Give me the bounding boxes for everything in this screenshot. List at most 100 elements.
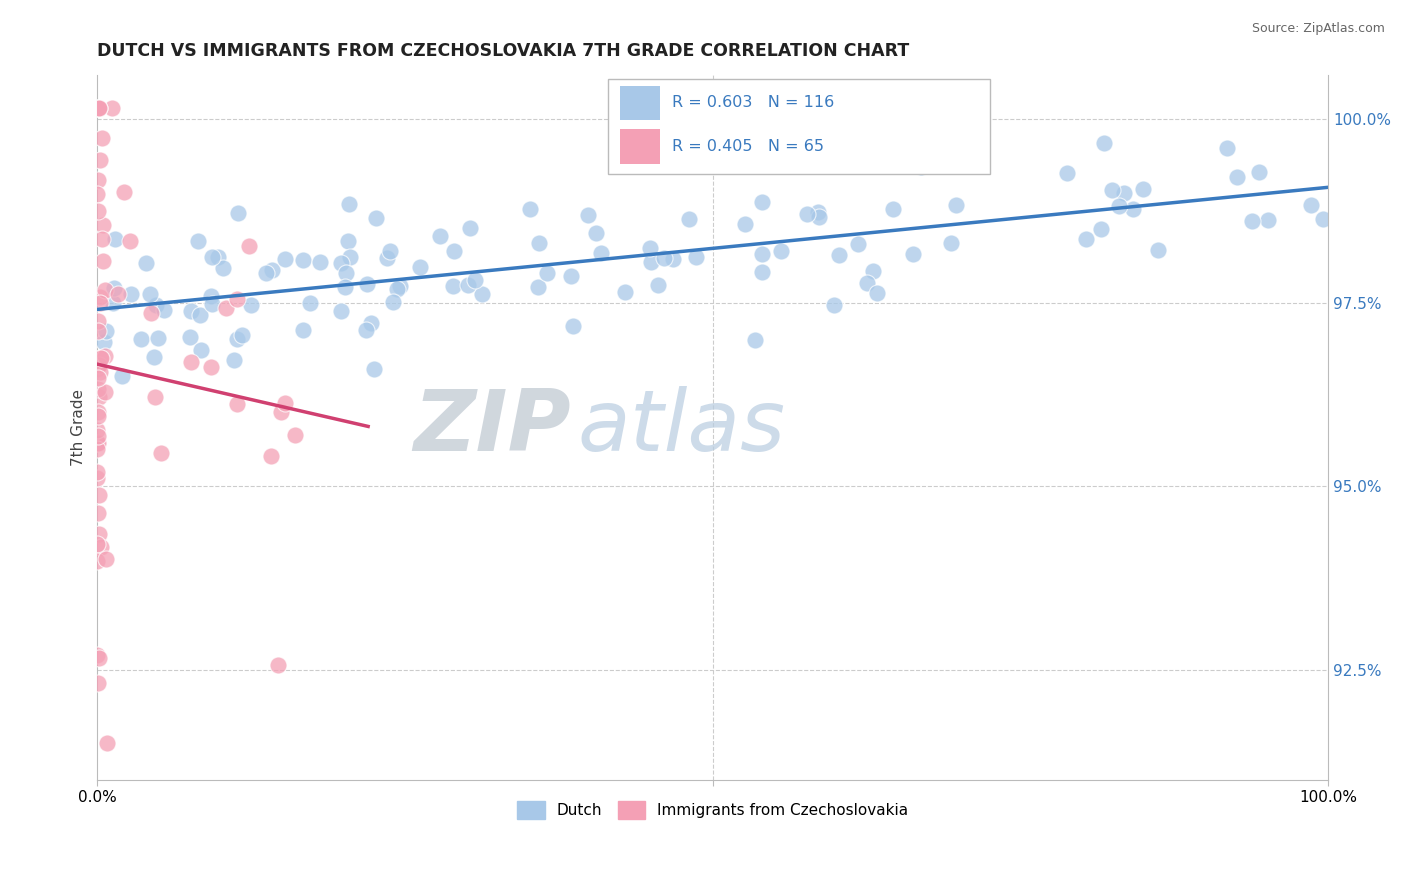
Point — [274, 396, 297, 410]
Point — [207, 250, 229, 264]
Point — [152, 303, 174, 318]
Point — [190, 343, 212, 358]
Point — [273, 252, 295, 266]
Point — [87, 488, 110, 502]
Point — [364, 211, 387, 225]
Point — [381, 295, 404, 310]
Point — [260, 449, 283, 463]
Point — [93, 334, 115, 349]
Point — [939, 236, 962, 251]
Point — [457, 278, 479, 293]
Point — [86, 173, 108, 187]
Point — [409, 260, 432, 274]
Point — [143, 350, 166, 364]
Point — [652, 251, 675, 265]
Text: atlas: atlas — [578, 386, 786, 469]
Point — [678, 211, 700, 226]
Point — [146, 331, 169, 345]
Point — [180, 355, 202, 369]
Point — [89, 290, 111, 304]
Point — [685, 250, 707, 264]
Point — [828, 247, 851, 261]
Point — [143, 390, 166, 404]
Point — [1226, 170, 1249, 185]
Point — [1056, 166, 1078, 180]
Point — [225, 397, 247, 411]
Point — [1092, 136, 1115, 150]
Point — [86, 361, 108, 376]
Text: ZIP: ZIP — [413, 386, 571, 469]
Point — [225, 293, 247, 307]
Point — [215, 301, 238, 315]
Point — [329, 304, 352, 318]
Point — [90, 131, 112, 145]
FancyBboxPatch shape — [609, 78, 990, 174]
FancyBboxPatch shape — [620, 86, 659, 120]
Point — [86, 465, 108, 479]
Point — [87, 429, 110, 443]
Point — [1312, 211, 1334, 226]
Point — [613, 285, 636, 299]
Point — [89, 365, 111, 379]
Point — [589, 246, 612, 260]
Point — [751, 247, 773, 261]
Point — [1076, 232, 1098, 246]
Point — [337, 234, 360, 248]
Point — [188, 308, 211, 322]
Point — [86, 423, 108, 437]
Point — [560, 268, 582, 283]
Point — [94, 349, 117, 363]
Point — [96, 736, 118, 750]
Point — [270, 405, 292, 419]
Point — [101, 296, 124, 310]
Point — [638, 242, 661, 256]
Point — [90, 351, 112, 366]
Point — [135, 256, 157, 270]
Point — [87, 651, 110, 665]
Point — [87, 409, 110, 423]
Point — [354, 323, 377, 337]
Point — [662, 252, 685, 266]
Point — [260, 262, 283, 277]
Point — [89, 527, 111, 541]
Point — [201, 251, 224, 265]
Point — [862, 264, 884, 278]
Point — [734, 217, 756, 231]
Point — [1247, 165, 1270, 179]
Point — [585, 226, 607, 240]
Point — [87, 358, 110, 372]
Y-axis label: 7th Grade: 7th Grade — [72, 389, 86, 466]
Point — [912, 146, 935, 161]
Point — [1101, 182, 1123, 196]
Point — [1216, 141, 1239, 155]
Point — [187, 234, 209, 248]
Point — [240, 298, 263, 312]
Point — [91, 232, 114, 246]
Point — [89, 390, 111, 404]
Point — [86, 537, 108, 551]
Point — [1090, 221, 1112, 235]
Point — [471, 286, 494, 301]
Point — [284, 428, 307, 442]
Text: R = 0.405   N = 65: R = 0.405 N = 65 — [672, 139, 824, 154]
Point — [1257, 213, 1279, 227]
Text: R = 0.603   N = 116: R = 0.603 N = 116 — [672, 95, 834, 111]
Point — [519, 202, 541, 217]
Point — [360, 316, 382, 330]
Point — [292, 252, 315, 267]
Point — [254, 266, 277, 280]
Point — [86, 187, 108, 202]
Point — [796, 207, 818, 221]
Point — [910, 161, 932, 175]
Point — [224, 352, 246, 367]
Point — [335, 267, 357, 281]
Point — [866, 286, 889, 301]
Point — [101, 101, 124, 115]
Point — [103, 232, 125, 246]
Point — [86, 648, 108, 663]
Point — [200, 289, 222, 303]
Point — [578, 208, 600, 222]
Point — [89, 153, 111, 168]
Point — [337, 197, 360, 211]
Point — [769, 244, 792, 259]
